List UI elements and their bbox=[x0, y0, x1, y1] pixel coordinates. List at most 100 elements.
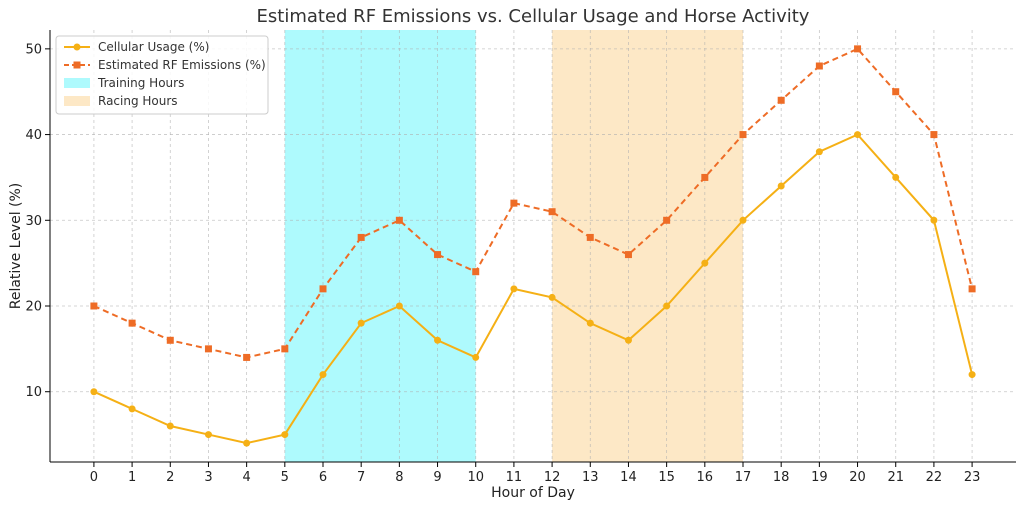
x-tick-label: 5 bbox=[281, 470, 289, 485]
x-tick-label: 17 bbox=[735, 470, 752, 485]
data-point bbox=[281, 345, 289, 353]
y-tick-label: 40 bbox=[25, 128, 42, 143]
data-point bbox=[434, 336, 442, 344]
data-point bbox=[968, 285, 976, 293]
x-tick-label: 15 bbox=[658, 470, 675, 485]
data-point bbox=[701, 173, 709, 181]
data-point bbox=[854, 131, 862, 139]
data-point bbox=[739, 216, 747, 224]
data-point bbox=[548, 208, 556, 216]
x-axis-title: Hour of Day bbox=[491, 485, 575, 501]
series-layer bbox=[90, 45, 976, 447]
data-point bbox=[586, 319, 594, 327]
data-point bbox=[319, 285, 327, 293]
grid bbox=[50, 30, 1016, 462]
data-point bbox=[243, 353, 251, 361]
x-tick-label: 3 bbox=[204, 470, 212, 485]
data-point bbox=[701, 259, 709, 267]
data-point bbox=[548, 293, 556, 301]
legend-label: Estimated RF Emissions (%) bbox=[98, 58, 266, 72]
y-tick-label: 50 bbox=[25, 42, 42, 57]
x-tick-label: 4 bbox=[242, 470, 250, 485]
data-point bbox=[395, 302, 403, 310]
y-axis-title: Relative Level (%) bbox=[8, 183, 24, 310]
data-point bbox=[777, 96, 785, 104]
data-point bbox=[510, 199, 518, 207]
x-tick-label: 22 bbox=[926, 470, 943, 485]
data-point bbox=[815, 148, 823, 156]
chart-title: Estimated RF Emissions vs. Cellular Usag… bbox=[257, 6, 810, 27]
x-tick-label: 20 bbox=[849, 470, 866, 485]
data-point bbox=[128, 319, 136, 327]
x-tick-label: 14 bbox=[620, 470, 637, 485]
data-point bbox=[739, 131, 747, 139]
data-point bbox=[624, 251, 632, 259]
data-point bbox=[510, 285, 518, 293]
highlight-spans bbox=[284, 30, 743, 462]
x-tick-label: 2 bbox=[166, 470, 174, 485]
data-point bbox=[281, 431, 289, 439]
x-tick-label: 18 bbox=[773, 470, 790, 485]
data-point bbox=[395, 216, 403, 224]
legend-label: Racing Hours bbox=[98, 94, 178, 108]
legend-marker bbox=[73, 61, 81, 69]
x-tick-label: 13 bbox=[582, 470, 599, 485]
data-point bbox=[777, 182, 785, 190]
span-training bbox=[284, 30, 476, 462]
x-tick-label: 12 bbox=[544, 470, 561, 485]
data-point bbox=[357, 233, 365, 241]
data-point bbox=[166, 336, 174, 344]
data-point bbox=[815, 62, 823, 70]
data-point bbox=[434, 251, 442, 259]
legend-marker bbox=[73, 43, 81, 51]
x-tick-label: 8 bbox=[395, 470, 403, 485]
x-tick-label: 1 bbox=[128, 470, 136, 485]
axes: 0 1 2 3 4 5 6 7 8 9 10 11 12 13 14 15 16 17 18 19 20 21 22 2310… bbox=[25, 30, 1016, 485]
data-point bbox=[472, 353, 480, 361]
data-point bbox=[968, 371, 976, 379]
data-point bbox=[204, 345, 212, 353]
legend-swatch bbox=[64, 96, 90, 106]
series-line bbox=[93, 133, 974, 445]
data-point bbox=[663, 302, 671, 310]
data-point bbox=[472, 268, 480, 276]
x-tick-label: 11 bbox=[506, 470, 523, 485]
x-tick-label: 19 bbox=[811, 470, 828, 485]
legend: Cellular Usage (%) Estimated RF Emissions… bbox=[55, 35, 269, 115]
data-point bbox=[930, 216, 938, 224]
series-rf-emissions bbox=[90, 45, 976, 361]
x-tick-label: 0 bbox=[90, 470, 98, 485]
data-point bbox=[892, 88, 900, 96]
legend-box bbox=[55, 35, 269, 115]
legend-label: Cellular Usage (%) bbox=[98, 40, 209, 54]
series-cellular-usage bbox=[90, 131, 976, 447]
data-point bbox=[624, 336, 632, 344]
x-tick-label: 6 bbox=[319, 470, 327, 485]
x-tick-label: 21 bbox=[887, 470, 904, 485]
data-point bbox=[128, 405, 136, 413]
data-point bbox=[166, 422, 174, 430]
x-tick-label: 7 bbox=[357, 470, 365, 485]
data-point bbox=[930, 131, 938, 139]
x-tick-label: 16 bbox=[697, 470, 714, 485]
series-line bbox=[93, 47, 974, 359]
y-tick-label: 10 bbox=[25, 385, 42, 400]
x-tick-label: 10 bbox=[467, 470, 484, 485]
x-tick-label: 9 bbox=[433, 470, 441, 485]
x-tick-label: 23 bbox=[964, 470, 981, 485]
y-tick-label: 20 bbox=[25, 300, 42, 315]
data-point bbox=[663, 216, 671, 224]
data-point bbox=[319, 371, 327, 379]
data-point bbox=[90, 302, 98, 310]
span-racing bbox=[552, 30, 743, 462]
data-point bbox=[204, 431, 212, 439]
legend-swatch bbox=[64, 78, 90, 88]
data-point bbox=[357, 319, 365, 327]
legend-label: Training Hours bbox=[97, 76, 184, 90]
data-point bbox=[892, 173, 900, 181]
data-point bbox=[243, 439, 251, 447]
y-tick-label: 30 bbox=[25, 214, 42, 229]
data-point bbox=[854, 45, 862, 53]
data-point bbox=[586, 233, 594, 241]
